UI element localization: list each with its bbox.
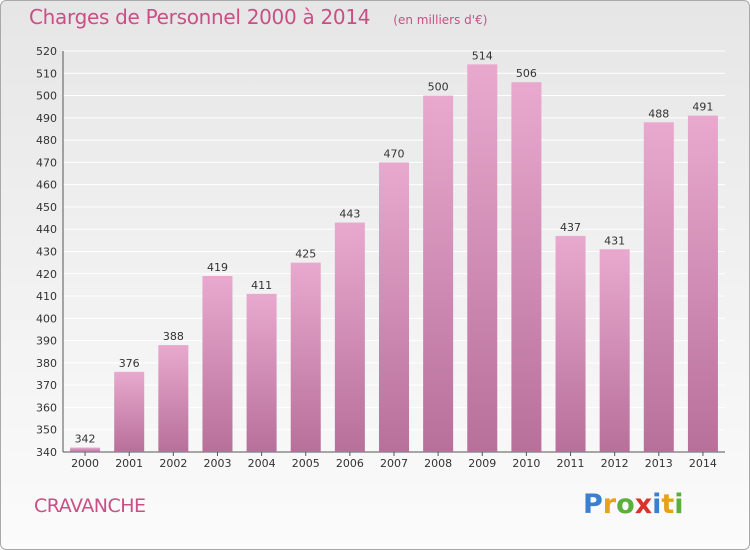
x-tick-label: 2009	[468, 457, 496, 470]
bar	[423, 95, 454, 453]
x-tick-label: 2007	[380, 457, 408, 470]
x-tick-label: 2010	[512, 457, 540, 470]
y-tick-label: 490	[36, 112, 57, 125]
x-tick-label: 2000	[71, 457, 99, 470]
bar-value-label: 419	[207, 261, 228, 274]
x-tick-label: 2012	[601, 457, 629, 470]
bar	[378, 162, 410, 452]
bar-value-label: 388	[163, 330, 184, 343]
commune-name: CRAVANCHE	[34, 495, 146, 517]
bar	[202, 276, 233, 452]
x-tick-label: 2011	[557, 457, 585, 470]
y-tick-label: 380	[36, 357, 57, 370]
y-tick-label: 390	[36, 335, 57, 348]
logo-letter: o	[616, 489, 635, 520]
y-tick-label: 400	[36, 312, 57, 325]
bar-value-label: 443	[339, 208, 360, 221]
x-tick-label: 2008	[424, 457, 452, 470]
y-tick-label: 520	[36, 45, 57, 58]
bar	[599, 249, 630, 452]
bar	[290, 262, 321, 452]
bar	[555, 235, 586, 452]
bar	[114, 371, 145, 452]
y-tick-label: 500	[36, 90, 57, 103]
bar-value-label: 500	[428, 81, 449, 94]
logo-letter: x	[634, 489, 653, 520]
y-tick-label: 440	[36, 223, 57, 236]
x-tick-label: 2004	[248, 457, 276, 470]
bar	[687, 115, 718, 452]
bar-value-label: 514	[472, 49, 493, 62]
bar	[467, 64, 498, 452]
y-tick-label: 360	[36, 401, 57, 414]
x-tick-label: 2002	[159, 457, 187, 470]
bar-value-label: 425	[295, 248, 316, 261]
bar-value-label: 491	[692, 101, 713, 114]
bar	[158, 345, 189, 452]
chart-title: Charges de Personnel 2000 à 2014	[29, 5, 371, 29]
logo-letter: i	[674, 489, 684, 520]
logo-letter: P	[583, 489, 603, 520]
bar	[643, 122, 674, 453]
proxiti-logo: Proxiti	[583, 489, 684, 520]
y-tick-label: 460	[36, 179, 57, 192]
y-tick-label: 410	[36, 290, 57, 303]
bar	[511, 82, 542, 452]
bar-value-label: 470	[384, 147, 405, 160]
bar-value-label: 431	[604, 234, 625, 247]
x-tick-label: 2001	[115, 457, 143, 470]
x-tick-label: 2013	[645, 457, 673, 470]
bar-value-label: 411	[251, 279, 272, 292]
y-tick-label: 470	[36, 156, 57, 169]
y-tick-label: 370	[36, 379, 57, 392]
logo-letter: i	[652, 489, 662, 520]
bar-value-label: 342	[75, 433, 96, 446]
y-tick-label: 480	[36, 134, 57, 147]
y-tick-label: 350	[36, 424, 57, 437]
x-tick-label: 2005	[292, 457, 320, 470]
x-tick-label: 2003	[203, 457, 231, 470]
y-tick-label: 340	[36, 446, 57, 459]
x-tick-label: 2006	[336, 457, 364, 470]
bar	[246, 293, 277, 452]
chart-title-row: Charges de Personnel 2000 à 2014 (en mil…	[29, 5, 487, 29]
x-tick-label: 2014	[689, 457, 717, 470]
bar	[334, 222, 365, 452]
bar-value-label: 376	[119, 357, 140, 370]
logo-letter: t	[661, 489, 675, 520]
y-tick-label: 430	[36, 246, 57, 259]
bar-value-label: 506	[516, 67, 537, 80]
y-tick-label: 420	[36, 268, 57, 281]
bar	[70, 447, 101, 452]
bar-value-label: 437	[560, 221, 581, 234]
bar-value-label: 488	[648, 107, 669, 120]
chart-subtitle: (en milliers d'€)	[393, 13, 488, 27]
logo-letter: r	[602, 489, 617, 520]
y-tick-label: 510	[36, 67, 57, 80]
y-tick-label: 450	[36, 201, 57, 214]
